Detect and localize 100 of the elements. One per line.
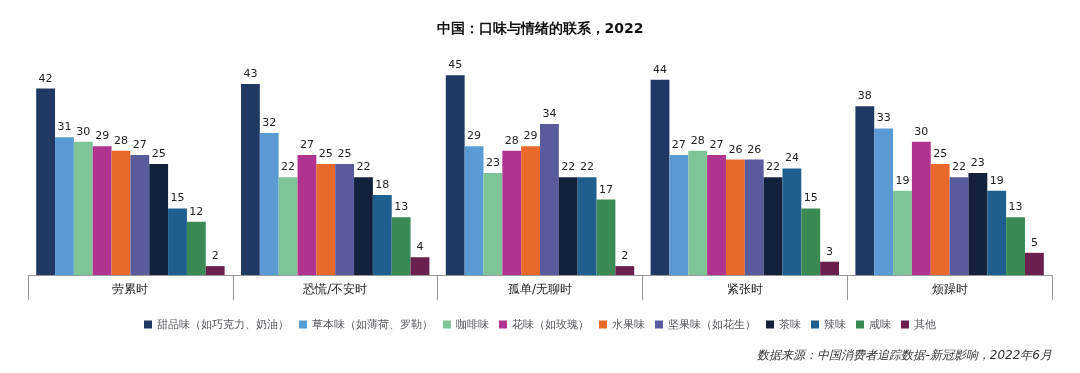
bar bbox=[930, 164, 950, 275]
data-label: 15 bbox=[170, 191, 185, 205]
data-label: 2 bbox=[211, 249, 219, 263]
bar bbox=[316, 164, 336, 275]
data-label: 13 bbox=[1008, 200, 1023, 214]
bar bbox=[259, 132, 279, 275]
bar bbox=[335, 164, 355, 275]
legend-label: 咖啡味 bbox=[456, 318, 489, 331]
bar bbox=[650, 79, 670, 275]
bar bbox=[1006, 217, 1025, 275]
data-label: 26 bbox=[747, 142, 762, 156]
x-tick-label: 烦躁时 bbox=[931, 282, 968, 296]
data-label: 29 bbox=[467, 129, 482, 143]
bar bbox=[615, 266, 635, 275]
data-label: 19 bbox=[895, 173, 910, 187]
bar bbox=[464, 146, 484, 275]
bar bbox=[763, 177, 783, 275]
x-tick-label: 孤单/无聊时 bbox=[507, 282, 573, 296]
data-label: 45 bbox=[448, 58, 463, 72]
chart-title: 中国：口味与情绪的联系，2022 bbox=[436, 20, 644, 36]
bar bbox=[596, 199, 616, 275]
source-note: 数据来源：中国消费者追踪数据-新冠影响，2022年6月 bbox=[757, 348, 1053, 362]
data-label: 12 bbox=[189, 204, 204, 218]
data-label: 38 bbox=[857, 89, 872, 103]
bar bbox=[483, 172, 503, 275]
x-tick-label: 恐慌/不安时 bbox=[302, 282, 368, 296]
bar bbox=[240, 84, 260, 275]
data-label: 29 bbox=[523, 129, 538, 143]
bar bbox=[92, 146, 112, 275]
data-label: 30 bbox=[76, 124, 91, 138]
data-label: 44 bbox=[653, 62, 668, 76]
bar bbox=[540, 124, 559, 275]
data-label: 23 bbox=[970, 155, 985, 169]
bar bbox=[130, 155, 150, 275]
data-label: 22 bbox=[561, 160, 576, 174]
data-label: 15 bbox=[803, 191, 818, 205]
data-label: 22 bbox=[356, 160, 371, 174]
legend-label: 坚果味（如花生） bbox=[668, 318, 756, 331]
bar bbox=[391, 217, 411, 275]
data-label: 2 bbox=[621, 249, 629, 263]
data-label: 5 bbox=[1030, 235, 1038, 249]
bar bbox=[55, 137, 74, 275]
data-label: 4 bbox=[416, 240, 424, 254]
bar bbox=[278, 177, 298, 275]
data-label: 17 bbox=[598, 182, 613, 196]
data-label: 29 bbox=[95, 129, 110, 143]
data-label: 22 bbox=[580, 160, 595, 174]
bar bbox=[111, 150, 131, 275]
data-label: 25 bbox=[318, 147, 333, 160]
bar bbox=[410, 257, 430, 275]
bar bbox=[725, 159, 745, 275]
data-label: 13 bbox=[394, 200, 409, 214]
legend-label: 其他 bbox=[914, 318, 936, 331]
legend-label: 甜品味（如巧克力、奶油） bbox=[157, 318, 289, 331]
data-label: 19 bbox=[989, 173, 1004, 187]
bar bbox=[801, 208, 821, 275]
bar bbox=[73, 141, 93, 275]
bar bbox=[149, 164, 169, 275]
bar bbox=[297, 155, 317, 275]
data-label: 25 bbox=[151, 147, 166, 160]
legend-label: 草本味（如薄荷、罗勒） bbox=[312, 318, 433, 331]
bar bbox=[669, 155, 689, 275]
bar bbox=[893, 190, 912, 275]
data-label: 27 bbox=[671, 138, 686, 152]
data-label: 28 bbox=[690, 133, 705, 147]
legend-label: 水果味 bbox=[612, 318, 645, 331]
bar bbox=[855, 106, 875, 275]
bar bbox=[205, 266, 225, 275]
bar bbox=[168, 208, 187, 275]
data-label: 22 bbox=[281, 160, 296, 174]
data-label: 22 bbox=[766, 160, 781, 174]
data-label: 3 bbox=[826, 244, 834, 258]
bar bbox=[502, 150, 522, 275]
data-label: 27 bbox=[132, 138, 147, 152]
data-label: 33 bbox=[876, 111, 891, 125]
bar bbox=[1024, 252, 1044, 275]
data-label: 23 bbox=[485, 155, 500, 169]
bar bbox=[911, 141, 931, 275]
data-label: 18 bbox=[375, 178, 390, 192]
data-label: 28 bbox=[504, 133, 519, 147]
x-tick-label: 紧张时 bbox=[726, 282, 763, 296]
data-label: 25 bbox=[933, 147, 948, 160]
bar bbox=[521, 146, 540, 275]
data-label: 43 bbox=[243, 67, 258, 81]
data-label: 34 bbox=[542, 107, 557, 121]
data-label: 27 bbox=[709, 138, 724, 152]
data-label: 42 bbox=[38, 71, 53, 85]
bar bbox=[820, 261, 840, 275]
data-label: 31 bbox=[57, 120, 72, 134]
bar bbox=[577, 177, 597, 275]
bar bbox=[354, 177, 373, 275]
legend-label: 花味（如玫瑰） bbox=[512, 318, 589, 331]
legend-label: 茶味 bbox=[779, 318, 801, 331]
data-label: 22 bbox=[952, 160, 967, 174]
bar bbox=[874, 128, 894, 275]
legend-label: 咸味 bbox=[869, 318, 891, 331]
bar bbox=[744, 159, 764, 275]
data-label: 32 bbox=[262, 115, 277, 129]
data-label: 25 bbox=[337, 147, 352, 160]
bar bbox=[782, 168, 802, 275]
